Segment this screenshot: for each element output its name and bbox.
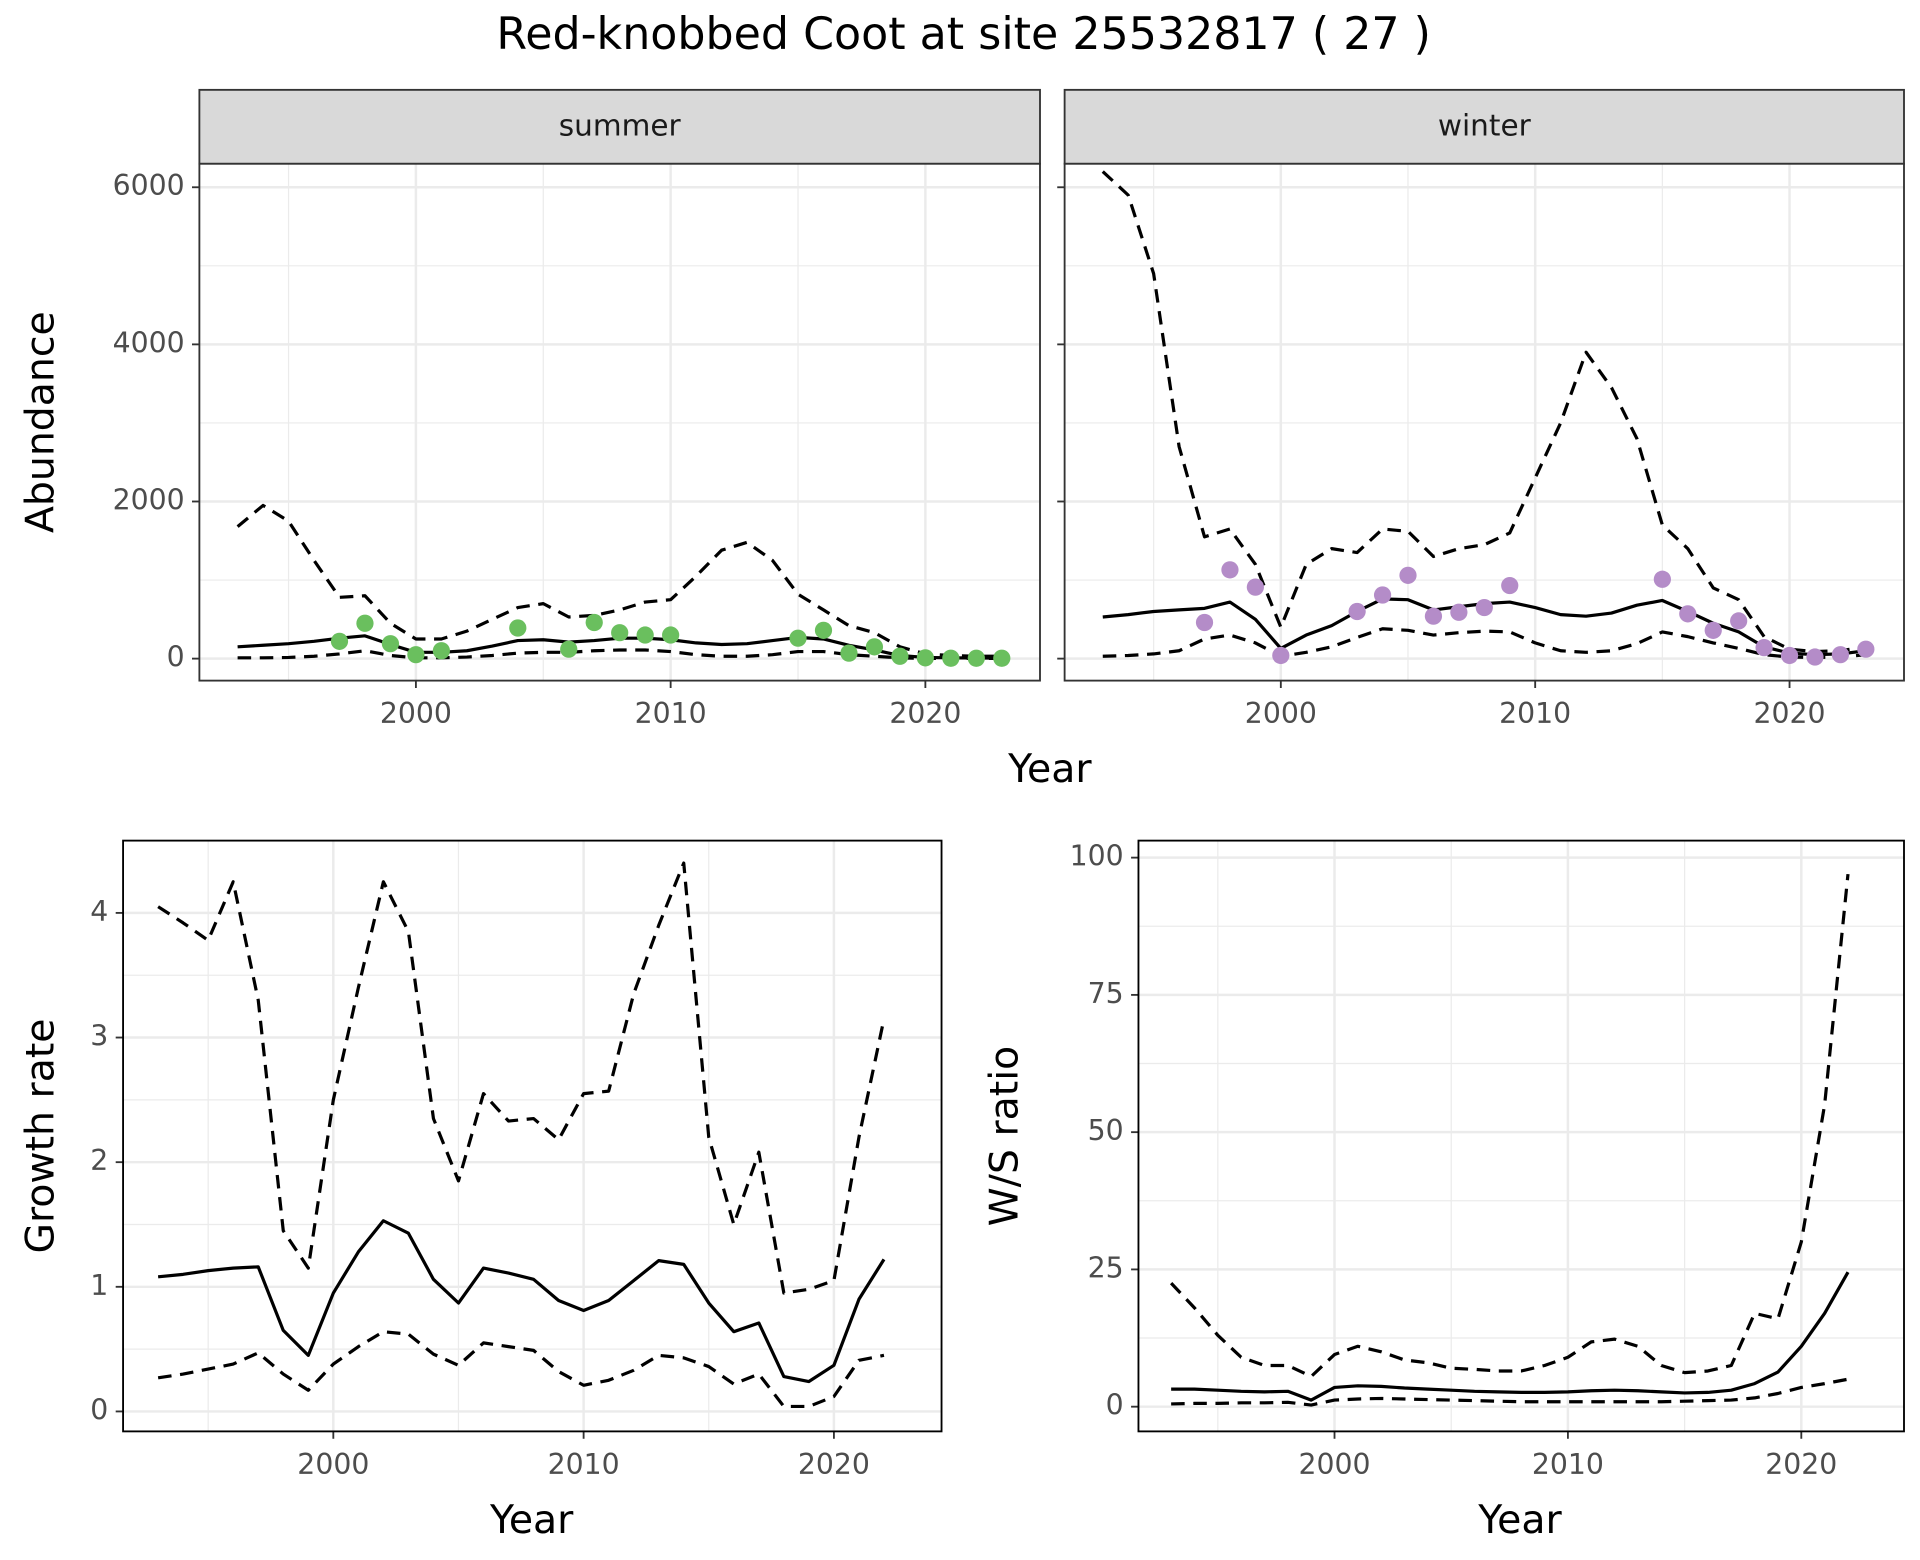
- mean-line: [157, 1219, 886, 1384]
- data-point: [814, 621, 833, 639]
- y-tick-label: 3: [90, 1020, 108, 1053]
- data-point: [916, 649, 934, 667]
- y-tick-label: 2000: [113, 483, 185, 516]
- y-tick-label: 0: [1106, 1389, 1124, 1422]
- data-point: [381, 635, 400, 653]
- data-point: [789, 629, 807, 647]
- interval-line: [237, 648, 1002, 661]
- data-point: [662, 626, 680, 644]
- x-tick-label: 2020: [1765, 1448, 1837, 1481]
- y-tick-label: 0: [167, 641, 185, 674]
- y-tick-label: 4: [90, 895, 108, 928]
- data-point: [1857, 640, 1875, 658]
- y-tick-label: 0: [90, 1393, 108, 1426]
- x-axis-title: Year: [489, 1497, 574, 1543]
- y-tick-label: 2: [90, 1144, 108, 1177]
- mean-line: [1171, 1271, 1850, 1402]
- data-point: [942, 649, 960, 667]
- y-tick-label: 50: [1088, 1114, 1124, 1147]
- x-tick-label: 2000: [1245, 697, 1317, 730]
- y-tick-label: 4000: [113, 326, 185, 359]
- data-point: [407, 646, 425, 664]
- interval-line: [1169, 873, 1850, 1379]
- data-point: [1195, 613, 1214, 632]
- strip-label: summer: [559, 108, 682, 142]
- data-point: [1373, 586, 1392, 604]
- data-point: [1806, 648, 1824, 666]
- x-tick-label: 2000: [297, 1448, 369, 1481]
- data-point: [1704, 621, 1722, 639]
- panel-background: [199, 163, 1040, 681]
- y-axis-title: W/S ratio: [981, 1046, 1027, 1227]
- data-point: [560, 640, 578, 658]
- y-axis-title: Abundance: [18, 311, 64, 533]
- data-point: [1424, 607, 1443, 625]
- panel-background: [1138, 840, 1904, 1432]
- data-point: [1653, 570, 1671, 588]
- x-tick-label: 2010: [548, 1448, 620, 1481]
- y-tick-label: 75: [1088, 977, 1124, 1010]
- x-tick-label: 2000: [380, 697, 452, 730]
- strip: [1063, 88, 1905, 165]
- strip-label: winter: [1438, 108, 1532, 142]
- data-point: [1246, 578, 1264, 596]
- data-point: [865, 638, 884, 656]
- x-tick-label: 2020: [889, 697, 961, 730]
- interval-line: [236, 503, 1002, 658]
- interval-line: [157, 861, 886, 1295]
- data-point: [1679, 605, 1697, 623]
- x-tick-label: 2010: [635, 697, 707, 730]
- panel-background: [1064, 163, 1904, 681]
- data-point: [1475, 598, 1493, 617]
- x-tick-label: 2020: [1754, 697, 1826, 730]
- x-axis-title: Year: [1477, 1497, 1562, 1543]
- x-axis-title: Year: [1007, 746, 1092, 792]
- interval-line: [157, 1330, 885, 1409]
- strip: [198, 88, 1041, 165]
- data-point: [1272, 646, 1290, 665]
- data-point: [891, 647, 909, 665]
- panel-background: [123, 840, 942, 1432]
- data-point: [967, 649, 985, 667]
- data-point: [611, 624, 629, 642]
- x-tick-label: 2010: [1532, 1448, 1604, 1481]
- x-tick-label: 2000: [1299, 1448, 1371, 1481]
- data-point: [636, 626, 654, 644]
- data-point: [1780, 646, 1799, 665]
- panel-border: [122, 839, 943, 1433]
- data-point: [1755, 639, 1773, 657]
- y-tick-label: 1: [90, 1269, 108, 1302]
- data-point: [585, 613, 603, 632]
- y-axis-title: Growth rate: [18, 1018, 64, 1253]
- y-tick-label: 100: [1070, 840, 1124, 873]
- interval-line: [1101, 170, 1867, 654]
- x-tick-label: 2020: [798, 1448, 870, 1481]
- data-point: [1831, 646, 1850, 664]
- data-point: [1730, 612, 1748, 630]
- data-point: [1348, 602, 1366, 621]
- figure-title: Red-knobbed Coot at site 25532817 ( 27 ): [496, 9, 1431, 60]
- data-point: [840, 644, 858, 662]
- data-point: [1221, 561, 1239, 579]
- data-point: [432, 642, 450, 660]
- y-tick-label: 25: [1088, 1251, 1124, 1284]
- data-point: [356, 614, 374, 632]
- data-point: [509, 619, 527, 637]
- y-tick-label: 6000: [113, 169, 185, 202]
- data-point: [330, 632, 349, 650]
- x-tick-label: 2010: [1499, 697, 1571, 730]
- data-point: [1450, 603, 1468, 621]
- interval-line: [1171, 1377, 1849, 1407]
- data-point: [1399, 566, 1417, 584]
- data-point: [993, 649, 1011, 667]
- data-point: [1501, 576, 1519, 595]
- panel-border: [1137, 839, 1905, 1433]
